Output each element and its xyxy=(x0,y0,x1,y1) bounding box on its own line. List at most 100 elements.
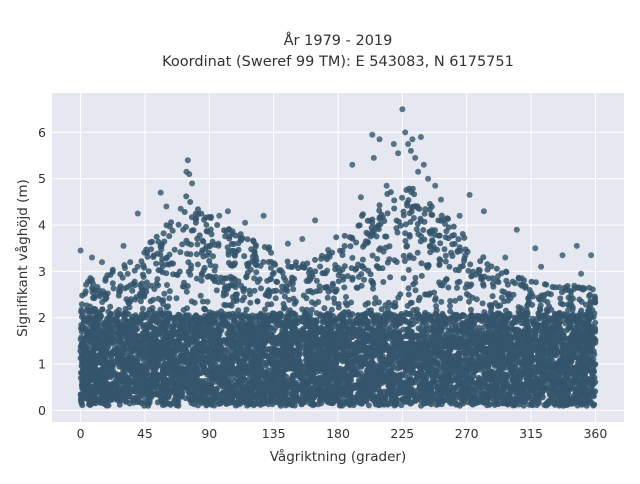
data-point xyxy=(290,286,296,292)
data-point xyxy=(317,283,323,289)
data-point xyxy=(469,273,475,279)
data-point xyxy=(132,297,138,303)
data-point xyxy=(276,267,282,273)
data-point xyxy=(213,274,219,280)
data-point xyxy=(364,230,370,236)
data-point xyxy=(188,263,194,269)
data-point xyxy=(592,295,598,301)
data-point xyxy=(376,208,382,214)
data-point xyxy=(177,249,183,255)
data-point xyxy=(499,295,505,301)
data-point xyxy=(300,326,306,332)
data-point xyxy=(140,272,146,278)
data-point xyxy=(401,209,407,215)
data-point xyxy=(214,287,220,293)
data-point xyxy=(480,254,486,260)
data-point xyxy=(200,299,206,305)
data-point xyxy=(376,313,382,319)
data-point xyxy=(83,282,89,288)
data-point xyxy=(175,272,181,278)
data-point xyxy=(91,295,97,301)
data-point xyxy=(420,227,426,233)
data-point xyxy=(477,267,483,273)
data-point xyxy=(305,288,311,294)
data-point xyxy=(255,299,261,305)
data-point xyxy=(209,231,215,237)
data-point xyxy=(202,317,208,323)
data-point xyxy=(376,247,382,253)
data-point xyxy=(273,295,279,301)
data-point xyxy=(150,297,156,303)
data-point xyxy=(369,220,375,226)
data-point xyxy=(167,288,173,294)
data-point xyxy=(540,293,546,299)
data-point xyxy=(266,259,272,265)
data-point xyxy=(494,266,500,272)
data-point xyxy=(184,289,190,295)
data-point xyxy=(206,258,212,264)
data-point xyxy=(194,251,200,257)
data-point xyxy=(461,235,467,241)
data-point xyxy=(172,247,178,253)
data-point xyxy=(380,265,386,271)
data-point xyxy=(306,274,312,280)
data-point xyxy=(384,191,390,197)
data-point xyxy=(544,307,550,313)
data-point xyxy=(490,281,496,287)
data-point xyxy=(293,299,299,305)
data-point xyxy=(379,306,385,312)
data-point xyxy=(301,293,307,299)
data-point xyxy=(466,299,472,305)
data-point xyxy=(383,234,389,240)
data-point xyxy=(446,264,452,270)
data-point xyxy=(449,253,455,259)
data-point xyxy=(154,276,160,282)
data-point xyxy=(359,213,365,219)
data-point xyxy=(399,195,405,201)
data-point xyxy=(354,285,360,291)
data-point xyxy=(401,253,407,259)
data-point xyxy=(125,271,131,277)
data-point xyxy=(262,244,268,250)
data-point xyxy=(198,293,204,299)
data-point xyxy=(344,302,350,308)
data-point xyxy=(433,295,439,301)
data-point xyxy=(194,241,200,247)
data-point xyxy=(413,287,419,293)
data-point xyxy=(187,251,193,257)
data-point xyxy=(360,244,366,250)
data-point xyxy=(193,220,199,226)
data-point xyxy=(225,244,231,250)
data-point xyxy=(146,268,152,274)
data-point xyxy=(184,305,190,311)
data-point xyxy=(474,296,480,302)
data-point xyxy=(406,255,412,261)
data-point xyxy=(195,261,201,267)
data-point xyxy=(537,306,543,312)
data-point xyxy=(151,252,157,258)
data-point xyxy=(361,277,367,283)
data-point xyxy=(376,216,382,222)
data-point xyxy=(437,257,443,263)
data-point xyxy=(164,222,170,228)
data-point xyxy=(158,246,164,252)
data-point xyxy=(355,262,361,268)
data-point xyxy=(111,285,117,291)
data-point xyxy=(464,291,470,297)
data-point xyxy=(480,300,486,306)
data-point xyxy=(110,280,116,286)
data-point xyxy=(183,224,189,230)
data-point xyxy=(268,250,274,256)
data-point xyxy=(132,327,138,333)
data-point xyxy=(587,306,593,312)
data-point xyxy=(349,277,355,283)
data-point xyxy=(321,305,327,311)
data-point xyxy=(176,222,182,228)
data-point xyxy=(274,279,280,285)
data-point xyxy=(374,256,380,262)
data-point xyxy=(429,204,435,210)
data-point xyxy=(377,202,383,208)
data-point xyxy=(387,312,393,318)
chart-subtitle: Koordinat (Sweref 99 TM): E 543083, N 61… xyxy=(162,54,514,70)
data-point xyxy=(415,250,421,256)
